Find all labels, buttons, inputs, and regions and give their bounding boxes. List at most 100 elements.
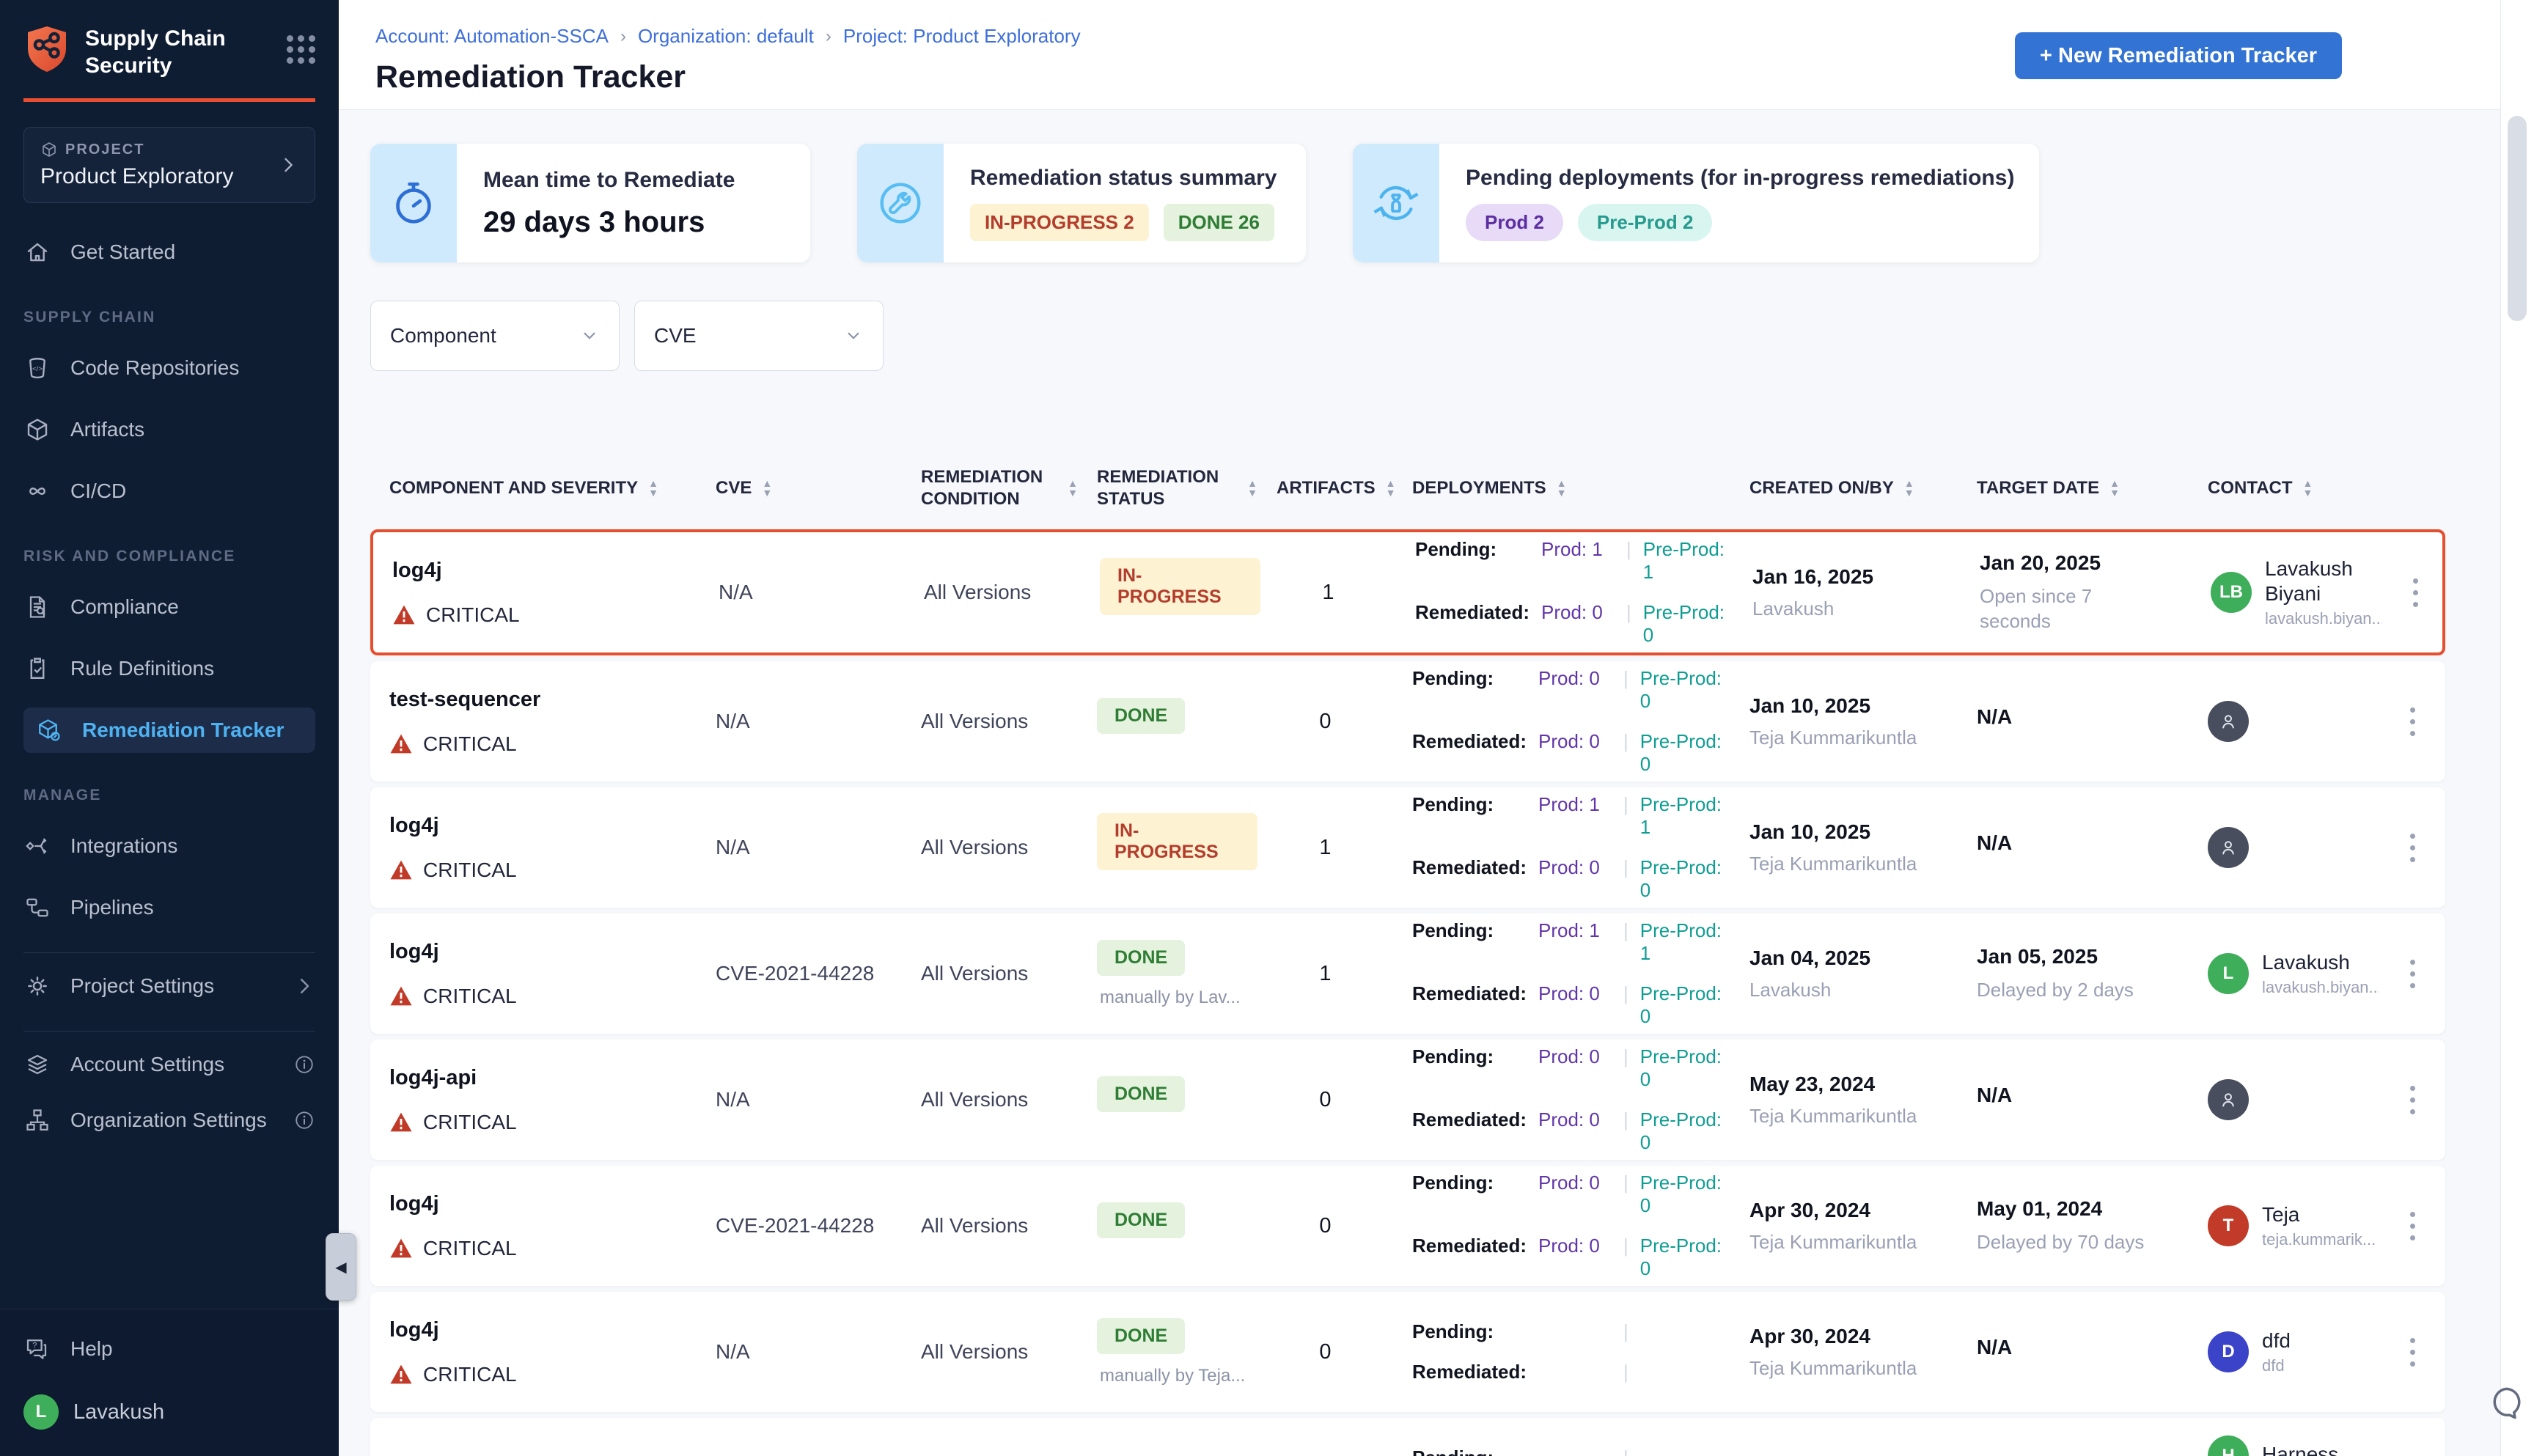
sort-icon[interactable]: ▲ ▼ <box>1068 477 1078 499</box>
sort-icon[interactable]: ▲ ▼ <box>2302 477 2313 499</box>
remediated-prod-value[interactable]: Prod: 0 <box>1538 1108 1600 1130</box>
pending-prod-value[interactable]: Prod: 0 <box>1538 1045 1600 1067</box>
remediated-preprod-value[interactable]: Pre-Prod: 0 <box>1639 982 1722 1027</box>
column-header-component-and-severity[interactable]: COMPONENT AND SEVERITY ▲ ▼ <box>389 477 658 499</box>
sidebar-item-artifacts[interactable]: Artifacts <box>23 407 315 452</box>
sidebar-item-remediation-tracker[interactable]: Remediation Tracker <box>23 707 315 753</box>
sidebar-item-rule-definitions[interactable]: Rule Definitions <box>23 646 315 691</box>
sort-icon[interactable]: ▲ ▼ <box>1385 477 1396 499</box>
breadcrumb-link-2[interactable]: Project: Product Exploratory <box>842 25 1081 47</box>
kebab-menu-icon[interactable] <box>2404 1206 2421 1246</box>
table-row[interactable]: log4j-api Pending: | Remediated: | <box>370 1418 2445 1456</box>
breadcrumb-link-1[interactable]: Organization: default <box>637 25 814 47</box>
target-date-cell: N/A <box>1958 1336 2189 1368</box>
remediated-prod-value[interactable]: Prod: 0 <box>1538 856 1600 878</box>
contact-avatar: T <box>2208 1205 2249 1246</box>
column-header-deployments[interactable]: DEPLOYMENTS ▲ ▼ <box>1412 477 1567 499</box>
sidebar-item-organization-settings[interactable]: Organization Settings <box>23 1097 315 1143</box>
table-row[interactable]: log4j CRITICAL N/A All Versions DONE man… <box>370 1292 2445 1412</box>
pending-prod-value[interactable]: Prod: 1 <box>1541 538 1603 560</box>
pending-preprod-value[interactable]: Pre-Prod: 1 <box>1642 538 1725 583</box>
sidebar-user-menu[interactable]: L Lavakush <box>23 1390 315 1434</box>
remediated-prod-value[interactable]: Prod: 0 <box>1538 982 1600 1004</box>
sort-icon[interactable]: ▲ ▼ <box>1247 477 1257 499</box>
deployment-separator: | <box>1626 601 1631 623</box>
sort-icon[interactable]: ▲ ▼ <box>762 477 773 499</box>
sidebar-item-help[interactable]: ? Help <box>23 1328 315 1369</box>
component-filter-label: Component <box>390 324 496 347</box>
pending-prod-value[interactable]: Prod: 1 <box>1538 919 1600 941</box>
kebab-menu-icon[interactable] <box>2404 1080 2421 1120</box>
remediated-preprod-value[interactable]: Pre-Prod: 0 <box>1639 856 1722 901</box>
table-row[interactable]: log4j-api CRITICAL N/A All Versions DONE… <box>370 1040 2445 1160</box>
pending-label: Pending: <box>1412 919 1494 941</box>
sidebar-item-ci-cd[interactable]: CI/CD <box>23 468 315 514</box>
table-row[interactable]: log4j CRITICAL CVE-2021-44228 All Versio… <box>370 913 2445 1034</box>
sidebar-item-get-started[interactable]: Get Started <box>23 229 315 275</box>
column-header-remediation-condition[interactable]: REMEDIATION CONDITION ▲ ▼ <box>921 467 1078 509</box>
sidebar-item-pipelines[interactable]: Pipelines <box>23 885 315 930</box>
critical-severity-icon <box>390 734 412 754</box>
project-selector[interactable]: PROJECT Product Exploratory <box>23 127 315 203</box>
person-icon <box>2222 841 2234 855</box>
pending-prod-value[interactable]: Prod: 0 <box>1538 667 1600 689</box>
feedback-chat-icon[interactable] <box>2483 1380 2528 1425</box>
column-header-created-on-by[interactable]: CREATED ON/BY ▲ ▼ <box>1749 477 1914 499</box>
sort-icon[interactable]: ▲ ▼ <box>1903 477 1914 499</box>
table-row[interactable]: test-sequencer CRITICAL N/A All Versions… <box>370 661 2445 782</box>
nav-section-supply-chain: SUPPLY CHAIN <box>23 309 156 326</box>
app-switcher-grid-icon[interactable] <box>287 35 315 64</box>
card-pending-deployments: Pending deployments (for in-progress rem… <box>1353 144 2039 262</box>
vertical-scrollbar-thumb[interactable] <box>2508 116 2527 321</box>
remediated-preprod-value[interactable]: Pre-Prod: 0 <box>1642 601 1725 646</box>
contact-name: Teja <box>2262 1203 2300 1226</box>
remediated-preprod-value[interactable]: Pre-Prod: 0 <box>1639 1235 1722 1279</box>
table-row[interactable]: log4j CRITICAL CVE-2021-44228 All Versio… <box>370 1166 2445 1286</box>
pending-preprod-value[interactable]: Pre-Prod: 0 <box>1639 667 1722 712</box>
pending-preprod-value[interactable]: Pre-Prod: 1 <box>1639 793 1722 838</box>
kebab-menu-icon[interactable] <box>2404 828 2421 868</box>
person-icon <box>2222 715 2234 729</box>
kebab-menu-icon[interactable] <box>2407 573 2424 613</box>
pending-prod-value[interactable]: Prod: 0 <box>1538 1172 1600 1194</box>
remediated-preprod-value[interactable]: Pre-Prod: 0 <box>1639 1108 1722 1153</box>
sidebar-collapse-handle[interactable]: ◀ <box>326 1233 356 1301</box>
table-row[interactable]: log4j CRITICAL N/A All Versions IN-PROGR… <box>370 787 2445 908</box>
sidebar-item-project-settings[interactable]: Project Settings <box>23 963 315 1009</box>
pending-preprod-value[interactable]: Pre-Prod: 1 <box>1639 919 1722 964</box>
deployment-separator: | <box>1623 1172 1628 1194</box>
org-icon <box>23 1106 51 1134</box>
table-row[interactable]: log4j CRITICAL N/A All Versions IN-PROGR… <box>370 529 2445 655</box>
remediated-prod-value[interactable]: Prod: 0 <box>1538 730 1600 752</box>
sidebar-item-account-settings[interactable]: Account Settings <box>23 1042 315 1087</box>
breadcrumb-link-0[interactable]: Account: Automation-SSCA <box>375 25 609 47</box>
severity: CRITICAL <box>389 732 697 756</box>
cve-filter-dropdown[interactable]: CVE <box>634 301 884 371</box>
column-header-artifacts[interactable]: ARTIFACTS ▲ ▼ <box>1277 477 1396 499</box>
column-header-contact[interactable]: CONTACT ▲ ▼ <box>2208 477 2313 499</box>
pending-preprod-value[interactable]: Pre-Prod: 0 <box>1639 1045 1722 1090</box>
remediated-prod-value[interactable]: Prod: 0 <box>1538 1235 1600 1257</box>
vertical-scrollbar-track[interactable] <box>2500 0 2534 1456</box>
sort-icon[interactable]: ▲ ▼ <box>2109 477 2120 499</box>
column-header-cve[interactable]: CVE ▲ ▼ <box>716 477 773 499</box>
kebab-menu-icon[interactable] <box>2404 1332 2421 1372</box>
kebab-menu-icon[interactable] <box>2404 954 2421 994</box>
contact-email: lavakush.biyan... <box>2265 609 2382 628</box>
sort-icon[interactable]: ▲ ▼ <box>648 477 658 499</box>
pending-preprod-value[interactable]: Pre-Prod: 0 <box>1639 1172 1722 1216</box>
component-filter-dropdown[interactable]: Component <box>370 301 620 371</box>
kebab-menu-icon[interactable] <box>2404 702 2421 742</box>
sidebar-item-code-repositories[interactable]: </> Code Repositories <box>23 345 315 391</box>
remediated-prod-value[interactable]: Prod: 0 <box>1541 601 1603 623</box>
deployment-separator: | <box>1623 730 1628 752</box>
target-date-cell: N/A <box>1958 705 2189 738</box>
sort-icon[interactable]: ▲ ▼ <box>1556 477 1567 499</box>
sidebar-item-integrations[interactable]: Integrations <box>23 823 315 869</box>
remediated-preprod-value[interactable]: Pre-Prod: 0 <box>1639 730 1722 775</box>
new-remediation-tracker-button[interactable]: + New Remediation Tracker <box>2015 32 2342 79</box>
pending-prod-value[interactable]: Prod: 1 <box>1538 793 1600 815</box>
column-header-remediation-status[interactable]: REMEDIATION STATUS ▲ ▼ <box>1097 467 1257 509</box>
sidebar-item-compliance[interactable]: Compliance <box>23 584 315 630</box>
column-header-target-date[interactable]: TARGET DATE ▲ ▼ <box>1977 477 2120 499</box>
